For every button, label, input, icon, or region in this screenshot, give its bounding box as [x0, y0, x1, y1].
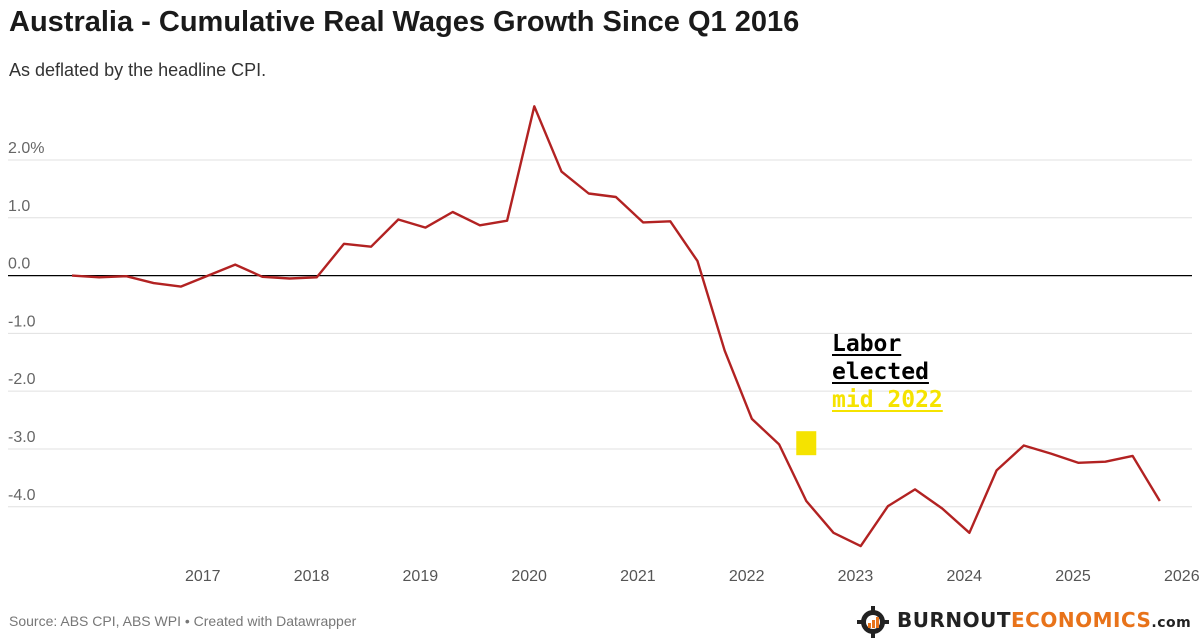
brand-name: BURNOUTECONOMICS.com	[897, 608, 1191, 632]
x-tick-label: 2017	[185, 568, 221, 585]
annotation-line-1: Labor	[832, 331, 902, 357]
series-line	[71, 105, 1161, 548]
brand-part-3: .com	[1151, 615, 1192, 631]
x-tick-label: 2018	[294, 568, 330, 585]
labor-elected-marker	[796, 431, 817, 456]
x-tick-label: 2024	[946, 568, 982, 585]
brand-part-2: ECONOMICS	[1011, 608, 1152, 632]
line-chart: 2.0%1.00.0-1.0-2.0-3.0-4.0 2017 2018 2019 2…	[8, 105, 1200, 585]
x-tick-label: 2023	[838, 568, 874, 585]
x-tick-label: 2021	[620, 568, 656, 585]
labor-elected-annotation: Labor elected mid 2022	[832, 330, 943, 414]
annotation-line-3: mid 2022	[832, 387, 943, 413]
x-tick-label: 2020	[511, 568, 547, 585]
y-grid	[8, 159, 1192, 508]
x-tick-label: 2025	[1055, 568, 1091, 585]
y-tick-label: -1.0	[8, 313, 36, 330]
x-tick-label: 2026	[1164, 568, 1200, 585]
y-axis: 2.0% 1.0 0.0 -1.0 -2.0 -3.0 -4.0	[8, 140, 44, 504]
brand-part-1: BURNOUT	[897, 608, 1012, 632]
chart-subtitle: As deflated by the headline CPI.	[9, 60, 267, 80]
y-tick-label: 2.0%	[8, 140, 44, 157]
y-tick-label: -3.0	[8, 429, 36, 446]
y-tick-label: -2.0	[8, 371, 36, 388]
source-note: Source: ABS CPI, ABS WPI • Created with …	[9, 613, 357, 629]
chart-title: Australia - Cumulative Real Wages Growth…	[9, 6, 800, 38]
y-tick-label: 1.0	[8, 198, 30, 215]
gear-chart-icon	[857, 606, 889, 638]
brand-logo: BURNOUTECONOMICS.com	[855, 600, 1191, 640]
x-axis: 2017 2018 2019 2020 2021 2022 2023 2024 2025 2026	[185, 568, 1200, 585]
y-tick-label: -4.0	[8, 487, 36, 504]
x-tick-label: 2022	[729, 568, 765, 585]
x-tick-label: 2019	[403, 568, 439, 585]
y-tick-label: 0.0	[8, 256, 30, 273]
annotation-line-2: elected	[832, 359, 929, 385]
